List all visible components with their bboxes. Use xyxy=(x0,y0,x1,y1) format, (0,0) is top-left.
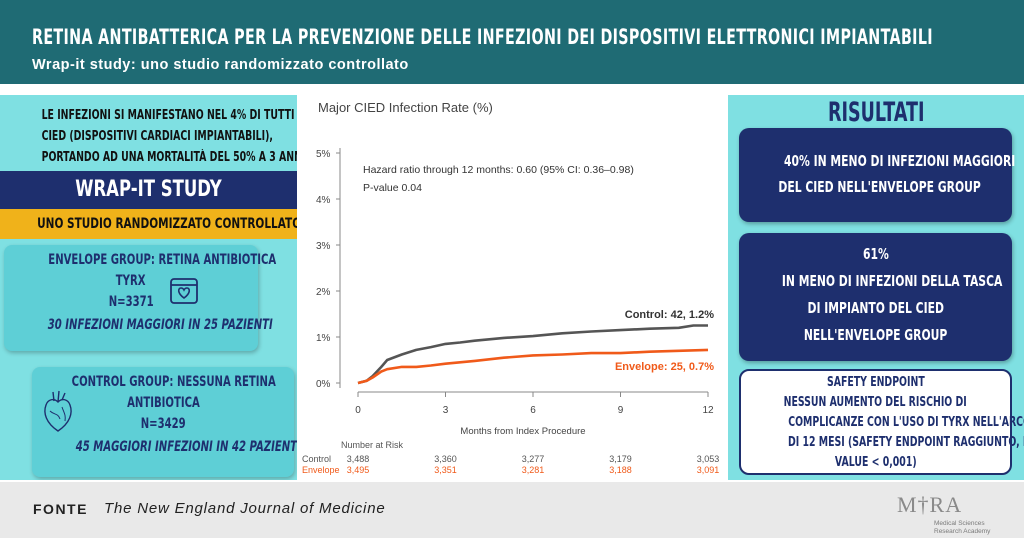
study-title-banner: WRAP-IT STUDY xyxy=(0,171,297,209)
safety-line-4: DI 12 MESI (SAFETY ENDPOINT RAGGIUNTO, P xyxy=(788,435,1024,450)
envelope-group-result: 30 INFEZIONI MAGGIORI IN 25 PAZIENTI xyxy=(47,317,273,333)
envelope-group-card: ENVELOPE GROUP: RETINA ANTIBIOTICA TYRX … xyxy=(4,245,276,351)
intro-line-1: LE INFEZIONI SI MANIFESTANO NEL 4% DI TU… xyxy=(41,108,297,123)
risk-value-envelope: 3,351 xyxy=(434,465,457,475)
safety-line-1: SAFETY ENDPOINT xyxy=(826,375,925,390)
risk-value-control: 3,277 xyxy=(522,454,545,464)
series-line-control xyxy=(357,324,708,385)
control-group-result: 45 MAGGIORI INFEZIONI IN 42 PAZIENTI xyxy=(75,439,297,455)
control-group-label: CONTROL GROUP: NESSUNA RETINA xyxy=(71,374,276,390)
envelope-group-label: ENVELOPE GROUP: RETINA ANTIBIOTICA xyxy=(48,252,277,268)
kaplan-meier-chart: Major CIED Infection Rate (%) 0% 1% 2% 3% 4% 5… xyxy=(300,90,725,482)
result1-line-1: 40% IN MENO DI INFEZIONI MAGGIORI xyxy=(783,152,1016,170)
page-title: RETINA ANTIBATTERICA PER LA PREVENZIONE … xyxy=(32,25,933,49)
study-subtitle-banner: UNO STUDIO RANDOMIZZATO CONTROLLATO xyxy=(0,209,297,239)
y-tick-label: 4% xyxy=(316,195,331,206)
result2-line-3: DI IMPIANTO DEL CIED xyxy=(807,299,944,317)
left-info-panel: LE INFEZIONI SI MANIFESTANO NEL 4% DI TU… xyxy=(0,95,297,480)
academy-logo: M†RA Medical Sciences Research Academy xyxy=(897,492,1007,536)
logo-subtitle-2: Research Academy xyxy=(934,528,991,535)
result-card-major-infections: 40% IN MENO DI INFEZIONI MAGGIORI DEL CI… xyxy=(739,128,1016,222)
source-label: FONTE xyxy=(33,501,88,517)
heart-window-icon xyxy=(170,278,198,304)
results-panel: RISULTATI 40% IN MENO DI INFEZIONI MAGGI… xyxy=(728,95,1024,480)
annotation-line-1: Hazard ratio through 12 months: 0.60 (95… xyxy=(363,164,634,176)
result-card-pocket-infections: 61% IN MENO DI INFEZIONI DELLA TASCA DI … xyxy=(739,233,1012,361)
y-tick-label: 0% xyxy=(316,379,331,390)
safety-endpoint-card: SAFETY ENDPOINT NESSUN AUMENTO DEL RISCH… xyxy=(739,369,1024,475)
result1-line-2: DEL CIED NELL'ENVELOPE GROUP xyxy=(778,178,981,196)
logo-wordmark: M†RA xyxy=(897,492,963,517)
series-label-envelope: Envelope: 25, 0.7% xyxy=(615,361,714,373)
x-axis-label: Months from Index Procedure xyxy=(460,426,585,437)
y-tick-label: 2% xyxy=(316,287,331,298)
risk-value-envelope: 3,495 xyxy=(347,465,370,475)
study-subtitle: UNO STUDIO RANDOMIZZATO CONTROLLATO xyxy=(37,216,297,232)
risk-table-title: Number at Risk xyxy=(341,440,404,450)
risk-value-control: 3,179 xyxy=(609,454,632,464)
result2-line-1: 61% xyxy=(862,245,889,263)
x-tick-label: 12 xyxy=(702,405,714,416)
logo-subtitle-1: Medical Sciences xyxy=(934,520,985,527)
control-group-n: N=3429 xyxy=(140,416,186,432)
safety-line-3: COMPLICANZE CON L'USO DI TYRX NELL'ARCO xyxy=(788,415,1024,430)
result2-line-4: NELL'ENVELOPE GROUP xyxy=(803,326,948,344)
x-tick-label: 0 xyxy=(355,405,361,416)
control-group-product: ANTIBIOTICA xyxy=(126,395,200,411)
intro-line-3: PORTANDO AD UNA MORTALITÀ DEL 50% A 3 AN… xyxy=(41,150,297,165)
results-heading: RISULTATI xyxy=(827,97,925,128)
chart-title: Major CIED Infection Rate (%) xyxy=(318,100,493,115)
source-text: The New England Journal of Medicine xyxy=(104,500,386,517)
x-tick-label: 6 xyxy=(530,405,536,416)
chart-svg: Major CIED Infection Rate (%) 0% 1% 2% 3% 4% 5… xyxy=(302,100,720,475)
header-bar: RETINA ANTIBATTERICA PER LA PREVENZIONE … xyxy=(0,0,1024,84)
risk-value-envelope: 3,281 xyxy=(522,465,545,475)
page-subtitle: Wrap-it study: uno studio randomizzato c… xyxy=(32,57,409,73)
anatomical-heart-icon xyxy=(44,390,72,432)
safety-line-2: NESSUN AUMENTO DEL RISCHIO DI xyxy=(783,395,968,410)
y-tick-label: 5% xyxy=(316,149,331,160)
risk-value-control: 3,488 xyxy=(347,454,370,464)
series-label-control: Control: 42, 1.2% xyxy=(625,309,714,321)
result2-line-2: IN MENO DI INFEZIONI DELLA TASCA xyxy=(781,272,1003,290)
y-tick-label: 1% xyxy=(316,333,331,344)
envelope-group-product: TYRX xyxy=(116,273,146,289)
control-group-card: CONTROL GROUP: NESSUNA RETINA ANTIBIOTIC… xyxy=(32,367,297,477)
risk-value-envelope: 3,091 xyxy=(697,465,720,475)
x-tick-label: 9 xyxy=(618,405,624,416)
risk-value-control: 3,053 xyxy=(697,454,720,464)
annotation-line-2: P-value 0.04 xyxy=(363,182,422,194)
intro-text: LE INFEZIONI SI MANIFESTANO NEL 4% DI TU… xyxy=(0,105,297,168)
risk-row-label-envelope: Envelope xyxy=(302,465,340,475)
study-title: WRAP-IT STUDY xyxy=(75,177,222,202)
envelope-group-n: N=3371 xyxy=(108,294,154,310)
risk-row-label-control: Control xyxy=(302,454,331,464)
risk-value-control: 3,360 xyxy=(434,454,457,464)
intro-line-2: CIED (DISPOSITIVI CARDIACI IMPIANTABILI)… xyxy=(41,129,273,144)
x-tick-label: 3 xyxy=(443,405,449,416)
safety-line-5: VALUE < 0,001) xyxy=(834,455,917,470)
y-tick-label: 3% xyxy=(316,241,331,252)
footer-bar: FONTE The New England Journal of Medicin… xyxy=(0,482,1024,538)
risk-value-envelope: 3,188 xyxy=(609,465,632,475)
